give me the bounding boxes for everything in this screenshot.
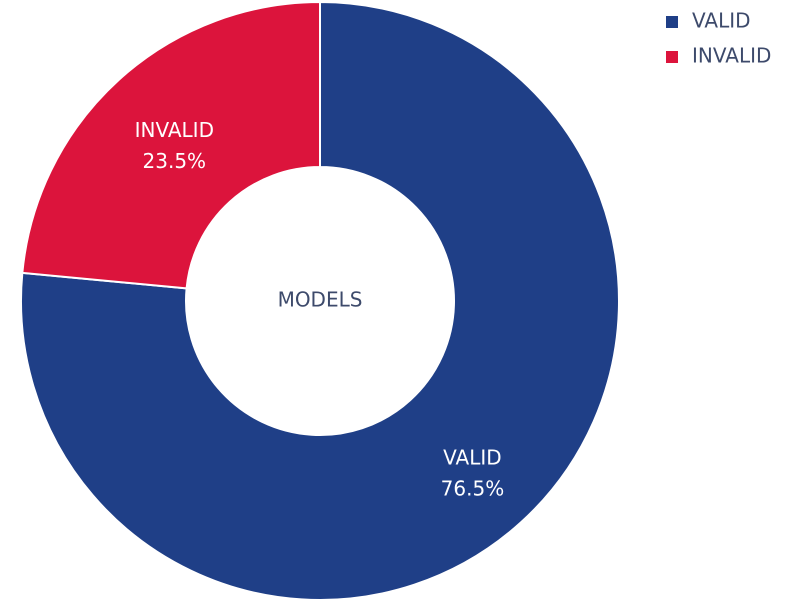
legend-swatch-valid [666,16,678,28]
donut-slices [20,0,620,600]
legend-swatch-invalid [666,51,678,63]
slice-label-valid: VALID [443,446,502,470]
slice-valid [20,0,620,600]
slice-label-invalid: INVALID [135,118,214,142]
legend-label-invalid: INVALID [692,44,771,68]
legend-label-valid: VALID [692,9,751,33]
center-label: MODELS [278,288,363,312]
slice-value-valid: 76.5% [441,477,505,501]
slice-invalid [21,0,321,290]
donut-slice-labels: VALID 76.5% INVALID 23.5% [135,118,505,501]
legend: VALID INVALID [666,9,771,68]
slice-value-invalid: 23.5% [143,149,207,173]
